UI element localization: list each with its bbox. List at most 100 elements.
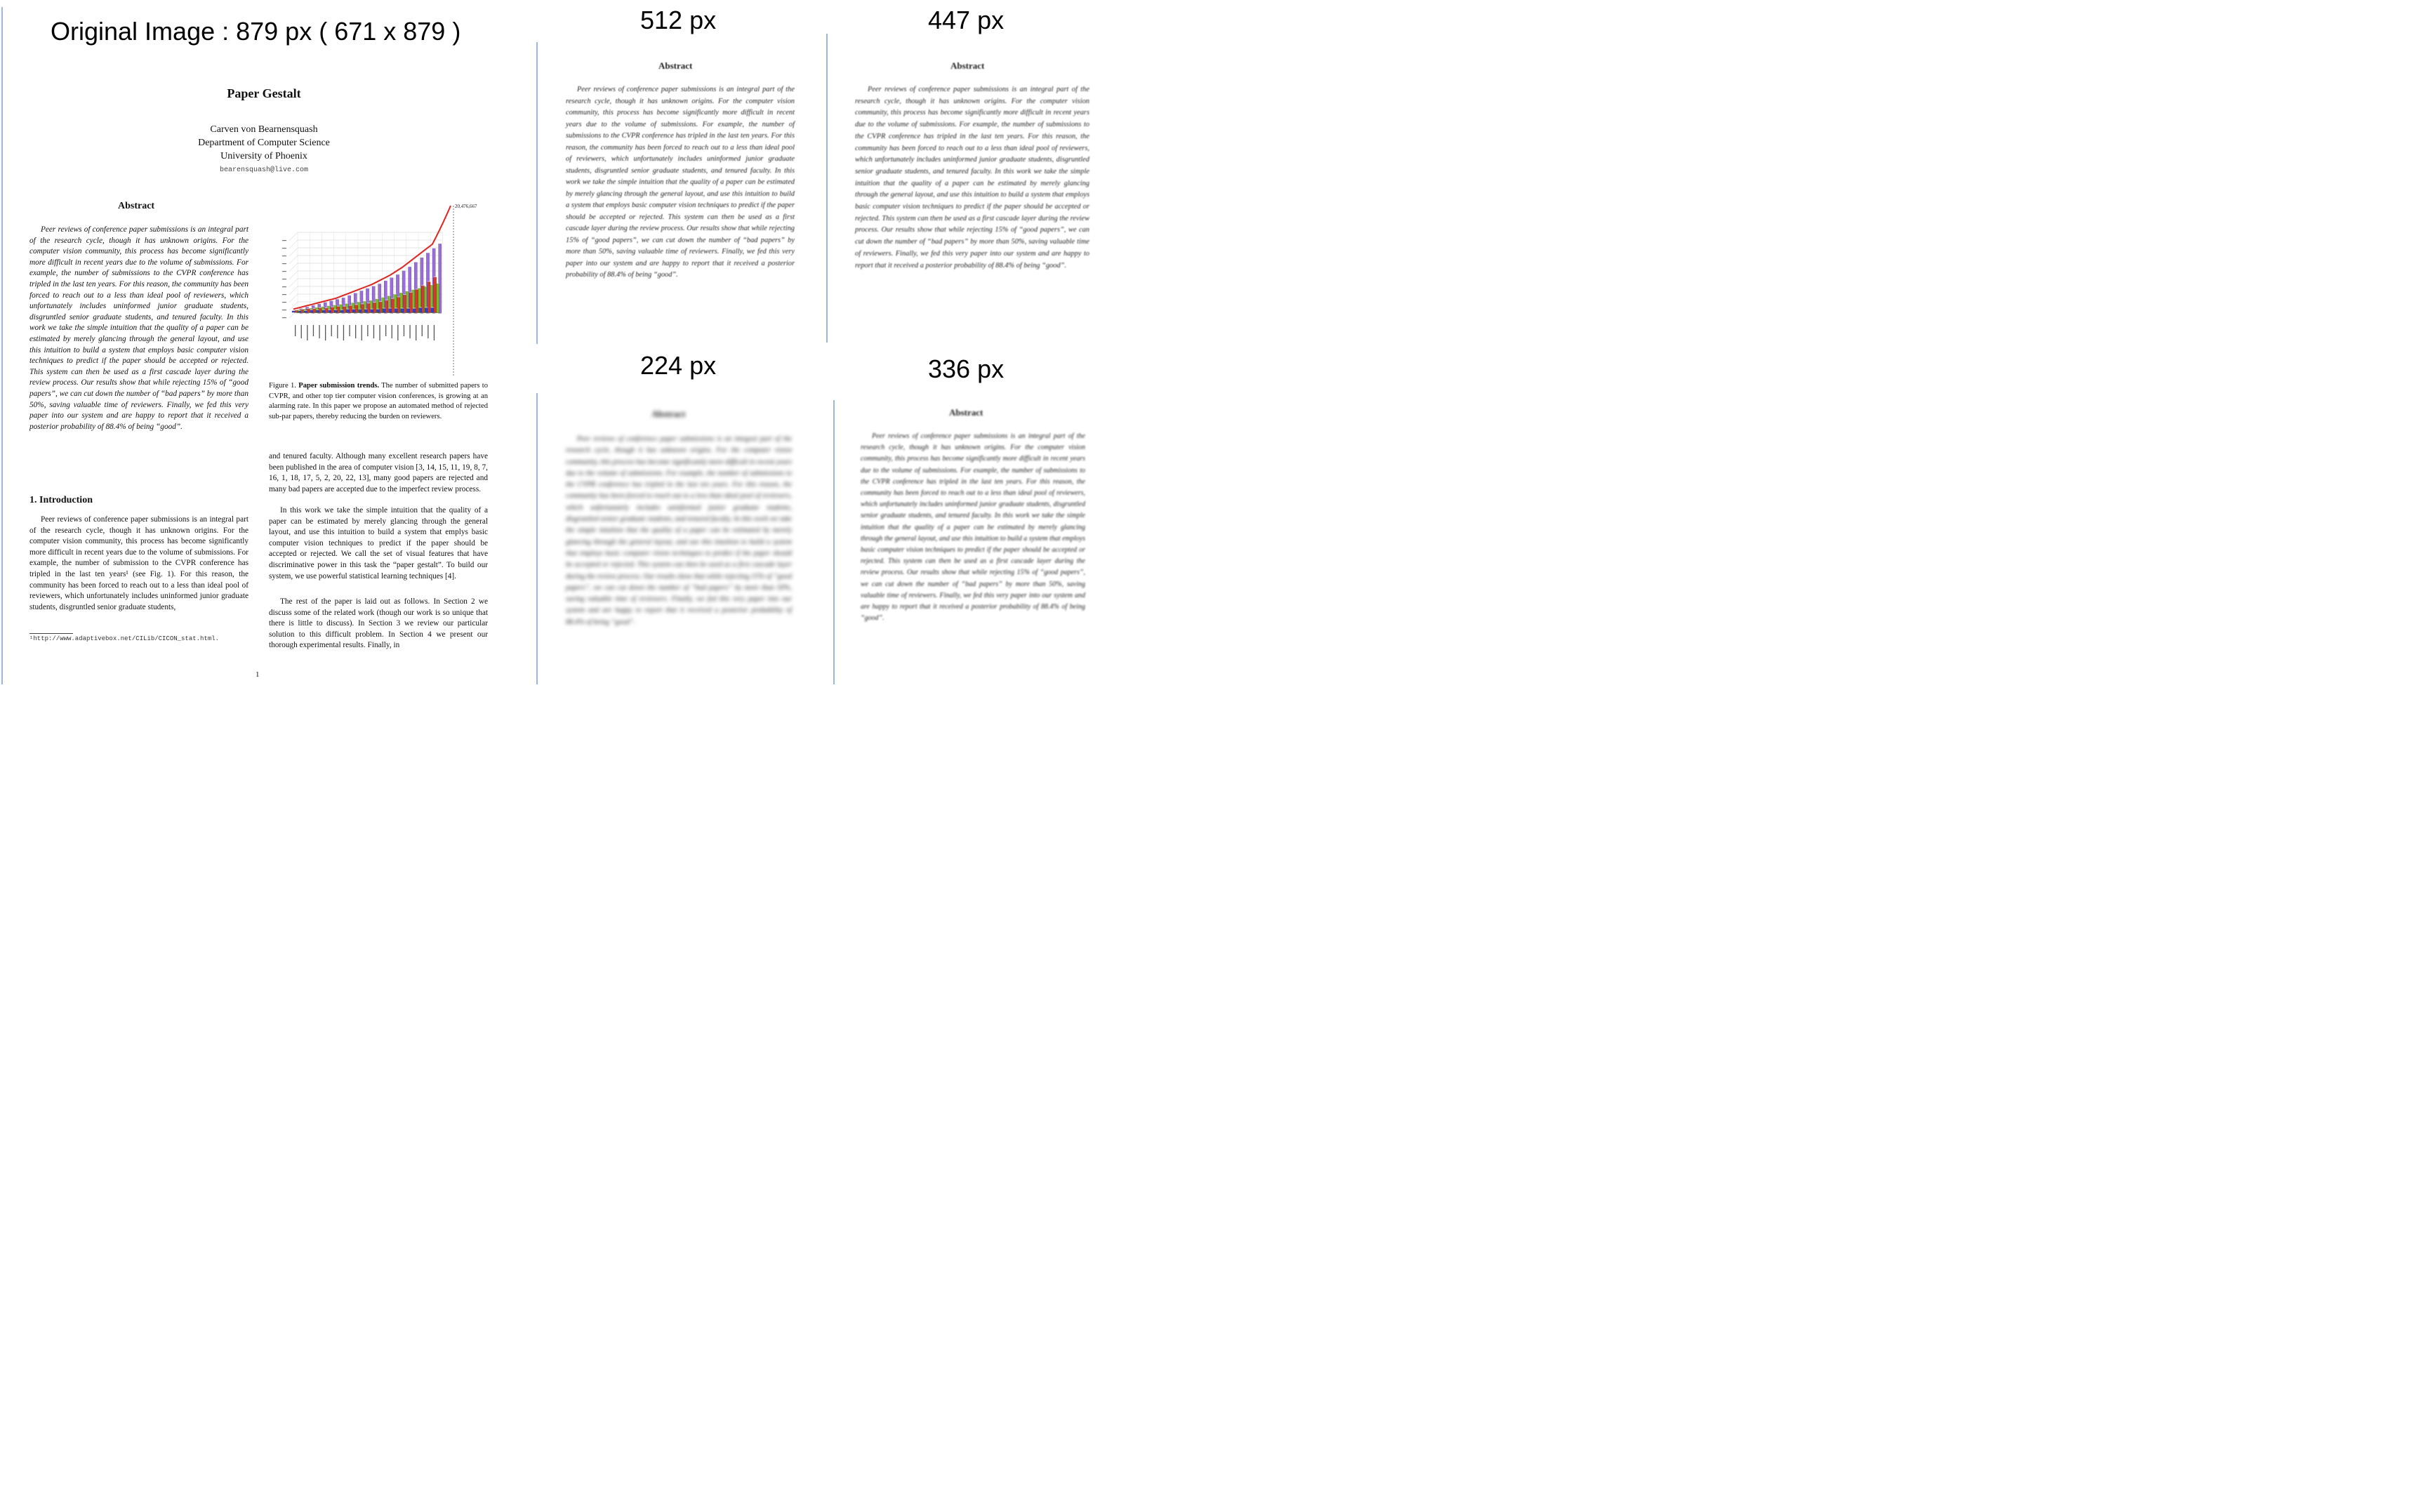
chart-x-tick-label	[325, 325, 326, 340]
chart-bar-top	[309, 307, 312, 309]
chart-bar-top	[345, 303, 349, 304]
chart-bar-top	[321, 306, 324, 307]
panel-512-heading: Abstract	[658, 60, 693, 71]
middle-divider-top	[536, 42, 538, 344]
chart-bar-top	[393, 293, 397, 295]
chart-bar-top	[388, 307, 392, 309]
chart-bar	[400, 308, 404, 313]
intro-text: Peer reviews of conference paper submiss…	[29, 515, 249, 611]
chart-bar	[430, 307, 435, 313]
panel-224-text: Peer reviews of conference paper submiss…	[566, 435, 792, 626]
chart-bar-top	[370, 308, 373, 310]
chart-gridline-side	[289, 232, 298, 241]
chart-bar-top	[363, 300, 366, 302]
right-paragraph-3: The rest of the paper is laid out as fol…	[269, 597, 488, 650]
chart-bar	[291, 310, 296, 313]
chart-bar	[388, 308, 392, 313]
chart-bar-top	[418, 287, 421, 289]
chart-bar	[418, 307, 422, 313]
left-divider	[1, 7, 3, 684]
panel-512: Abstract Peer reviews of conference pape…	[562, 58, 797, 345]
panel-224: Abstract Peer reviews of conference pape…	[562, 409, 797, 686]
chart-bar-top	[399, 292, 403, 293]
chart-x-tick-label	[337, 325, 338, 338]
chart-bar-top	[299, 307, 303, 309]
chart-bar	[358, 309, 362, 313]
chart-bar-top	[376, 298, 379, 300]
chart-bar-top	[342, 297, 345, 298]
chart-x-tick-label	[397, 325, 399, 340]
panel-224-heading: Abstract	[651, 409, 686, 419]
chart-bar-top	[366, 288, 369, 289]
chart-gridline-side	[289, 239, 298, 249]
chart-gridline-side	[289, 286, 298, 296]
chart-bar	[412, 308, 416, 313]
chart-bar	[304, 310, 307, 313]
chart-gridline-side	[289, 255, 298, 265]
chart-bar-top	[319, 307, 322, 308]
chart-bar	[433, 277, 437, 313]
chart-x-tick-label	[300, 325, 302, 338]
chart-bar-top	[297, 309, 300, 310]
chart-gridline-side	[289, 263, 298, 272]
chart-bar-top	[357, 301, 361, 303]
footnote: ¹http://www.adaptivebox.net/CILib/CICON_…	[29, 635, 220, 642]
chart-bar-top	[421, 284, 425, 286]
chart-x-tick-label	[409, 325, 411, 338]
chart-y-tick-label	[282, 263, 286, 265]
chart-value-label: 20,476,667	[455, 204, 477, 209]
chart-bar	[346, 309, 350, 313]
chart-x-tick-label	[385, 325, 387, 336]
chart-bar-top	[406, 307, 410, 309]
chart-bar-top	[358, 308, 362, 310]
paper-page: Paper Gestalt Carven von Bearnensquash D…	[15, 67, 512, 684]
chart-bar-top	[395, 307, 398, 309]
chart-bar-top	[414, 261, 418, 263]
chart-bar-top	[312, 307, 316, 310]
chart-grid	[289, 232, 443, 319]
chart-bar-top	[336, 305, 340, 307]
chart-y-tick-label	[282, 271, 286, 272]
figure-caption-text: The number of submitted papers to CVPR, …	[269, 382, 488, 420]
chart-bar-top	[420, 257, 423, 258]
chart-bar-top	[349, 305, 352, 306]
chart-bar-top	[376, 308, 380, 310]
chart-bar-top	[426, 252, 430, 253]
chart-x-tick-label	[421, 325, 423, 336]
chart-y-tick-label	[282, 302, 286, 303]
chart-y-tick-label	[282, 317, 286, 319]
chart-x-tick-label	[433, 325, 435, 340]
chart-x-tick-label	[367, 325, 369, 336]
chart-trend-line	[293, 205, 451, 310]
right-paragraph-1: and tenured faculty. Although many excel…	[269, 452, 488, 493]
chart-bar-top	[300, 309, 304, 310]
chart-bar-top	[306, 307, 310, 310]
chart-x-tick-label	[349, 325, 350, 336]
middle-divider-bottom	[536, 393, 538, 684]
chart-bar-top	[400, 307, 404, 309]
chart-gridline-side	[289, 270, 298, 280]
chart-bar	[334, 310, 338, 313]
chart-bar-top	[317, 303, 321, 305]
right-divider-top	[826, 34, 828, 343]
chart-bar	[406, 308, 410, 313]
chart-bar-top	[397, 296, 400, 298]
page-number: 1	[256, 670, 260, 679]
chart-bar-top	[364, 308, 368, 310]
chart-bar	[425, 307, 428, 313]
chart-gridline-side	[289, 301, 298, 311]
paper-university: University of Phoenix	[220, 151, 307, 161]
panel-336: Abstract Peer reviews of conference pape…	[858, 407, 1092, 684]
chart-bar-top	[361, 303, 364, 305]
chart-bar	[370, 309, 374, 313]
chart-bar-top	[408, 266, 411, 267]
chart-bar	[376, 309, 380, 313]
submission-trend-chart: 20,476,667	[282, 204, 477, 376]
abstract-text: Peer reviews of conference paper submiss…	[29, 225, 249, 431]
chart-y-tick-label	[282, 286, 286, 288]
chart-bar	[316, 310, 319, 313]
panel-336-heading: Abstract	[949, 407, 983, 418]
chart-bar-top	[383, 307, 386, 309]
chart-bar-top	[292, 310, 296, 311]
chart-bar-top	[324, 301, 327, 303]
